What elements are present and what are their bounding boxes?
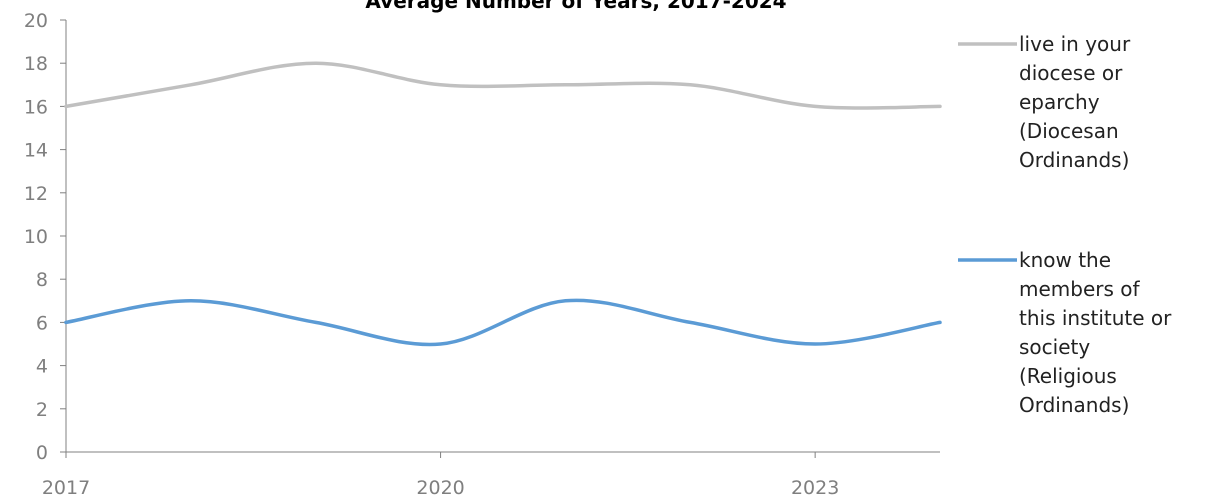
axes: 0 2 4 6 8 10 12 14 16 18 20 2017 2020 2023 [24,10,940,499]
y-tick-label: 8 [36,269,48,291]
legend-label-line: know the [1019,248,1111,272]
y-tick-label: 12 [24,183,48,205]
legend-label-line: Ordinands) [1019,393,1129,417]
legend-label-line: (Diocesan [1019,119,1119,143]
y-tick-label: 20 [24,10,48,32]
y-tick-label: 2 [36,399,48,421]
legend-label-1: live in your diocese or eparchy (Diocesan Or… [1019,32,1131,172]
legend-label-line: diocese or [1019,61,1123,85]
x-tick-label: 2017 [42,477,90,499]
y-tick-label: 6 [36,312,48,334]
legend: live in your diocese or eparchy (Diocesan Or… [958,32,1172,417]
y-tick-label: 4 [36,356,48,378]
legend-label-line: society [1019,335,1090,359]
legend-label-line: live in your [1019,32,1131,56]
series-layer [64,61,942,347]
y-tick-label: 10 [24,226,48,248]
y-tick-label: 14 [24,140,48,162]
legend-label-line: eparchy [1019,90,1100,114]
series-line-1 [64,61,942,110]
x-tick-label: 2023 [791,477,839,499]
chart-title: Average Number of Years, 2017-2024 [365,0,786,13]
legend-label-line: Ordinands) [1019,148,1129,172]
series-line-2 [64,298,942,347]
legend-label-line: members of [1019,277,1141,301]
y-tick-label: 0 [36,442,48,464]
y-tick-label: 18 [24,53,48,75]
legend-label-line: this institute or [1019,306,1172,330]
y-tick-label: 16 [24,96,48,118]
legend-label-2: know the members of this institute or socie… [1019,248,1172,417]
legend-label-line: (Religious [1019,364,1117,388]
x-tick-label: 2020 [416,477,464,499]
